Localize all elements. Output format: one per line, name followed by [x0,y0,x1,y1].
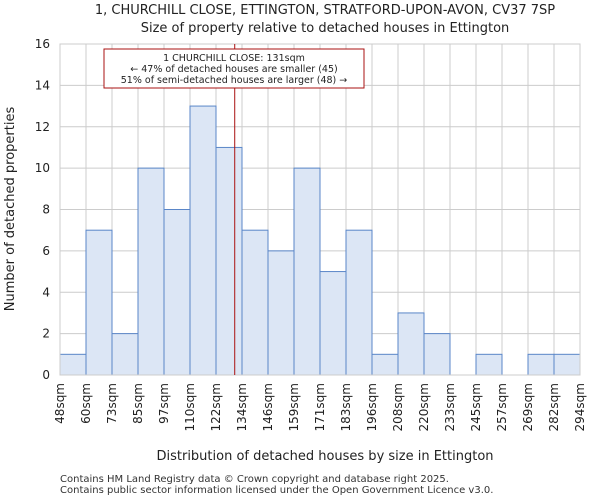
bar [527,353,555,376]
x-tick-label: 159sqm [287,383,301,431]
x-tick-label: 122sqm [209,383,223,431]
y-tick-label: 14 [35,78,50,92]
bar [59,353,87,376]
x-tick-label: 110sqm [183,383,197,431]
plot-frame [59,43,581,376]
x-tick-label: 73sqm [105,383,119,424]
bar [345,229,373,376]
bar [241,229,269,376]
y-tick-label: 4 [42,285,50,299]
bar [423,333,451,376]
bar [475,353,503,376]
y-tick-label: 16 [35,37,50,51]
x-tick-label: 134sqm [235,383,249,431]
x-tick-label: 97sqm [157,383,171,424]
annotation-box: 1 CHURCHILL CLOSE: 131sqm ← 47% of detac… [103,48,365,89]
chart-title: 1, CHURCHILL CLOSE, ETTINGTON, STRATFORD… [95,3,555,18]
annotation-frame [103,48,365,89]
x-tick-label: 183sqm [339,383,353,431]
y-tick-label: 0 [42,368,50,382]
y-tick-label: 12 [35,120,50,134]
bar [267,250,295,376]
y-axis-ticks: 0 2 4 6 8 10 12 14 16 [35,37,50,382]
bars-group [59,105,581,376]
annotation-line-1: 1 CHURCHILL CLOSE: 131sqm [163,53,305,64]
x-tick-label: 269sqm [521,383,535,431]
y-axis-label: Number of detached properties [3,107,18,312]
x-tick-label: 233sqm [443,383,457,431]
x-tick-label: 208sqm [391,383,405,431]
x-tick-label: 171sqm [313,383,327,431]
x-tick-label: 220sqm [417,383,431,431]
bar [371,353,399,376]
x-tick-label: 245sqm [469,383,483,431]
x-tick-label: 48sqm [53,383,67,424]
y-tick-label: 2 [42,327,50,341]
bar [163,209,191,376]
y-tick-label: 10 [35,161,50,175]
bar [111,333,139,376]
annotation-line-2: ← 47% of detached houses are smaller (45… [130,64,337,75]
x-axis-label: Distribution of detached houses by size … [156,449,493,464]
footer-line-1: Contains HM Land Registry data © Crown c… [60,474,449,485]
bar [215,146,243,376]
footer-line-2: Contains public sector information licen… [60,485,494,496]
y-tick-label: 6 [42,244,50,258]
x-tick-label: 60sqm [79,383,93,424]
x-tick-label: 282sqm [547,383,561,431]
bar [189,105,217,376]
bar [553,353,581,376]
histogram-chart: 1, CHURCHILL CLOSE, ETTINGTON, STRATFORD… [3,3,587,464]
x-tick-label: 85sqm [131,383,145,424]
x-tick-label: 196sqm [365,383,379,431]
y-tick-label: 8 [42,203,50,217]
bar [137,167,165,376]
x-tick-label: 257sqm [495,383,509,431]
x-axis-ticks: 48sqm 60sqm 73sqm 85sqm 97sqm 110sqm 122sqm 134… [53,383,587,431]
bar [293,167,321,376]
bar [397,312,425,376]
bar [85,229,113,376]
chart-subtitle: Size of property relative to detached ho… [141,21,510,36]
annotation-line-3: 51% of semi-detached houses are larger (… [121,75,348,86]
x-tick-label: 146sqm [261,383,275,431]
bar [319,271,347,376]
x-tick-label: 294sqm [573,383,587,431]
